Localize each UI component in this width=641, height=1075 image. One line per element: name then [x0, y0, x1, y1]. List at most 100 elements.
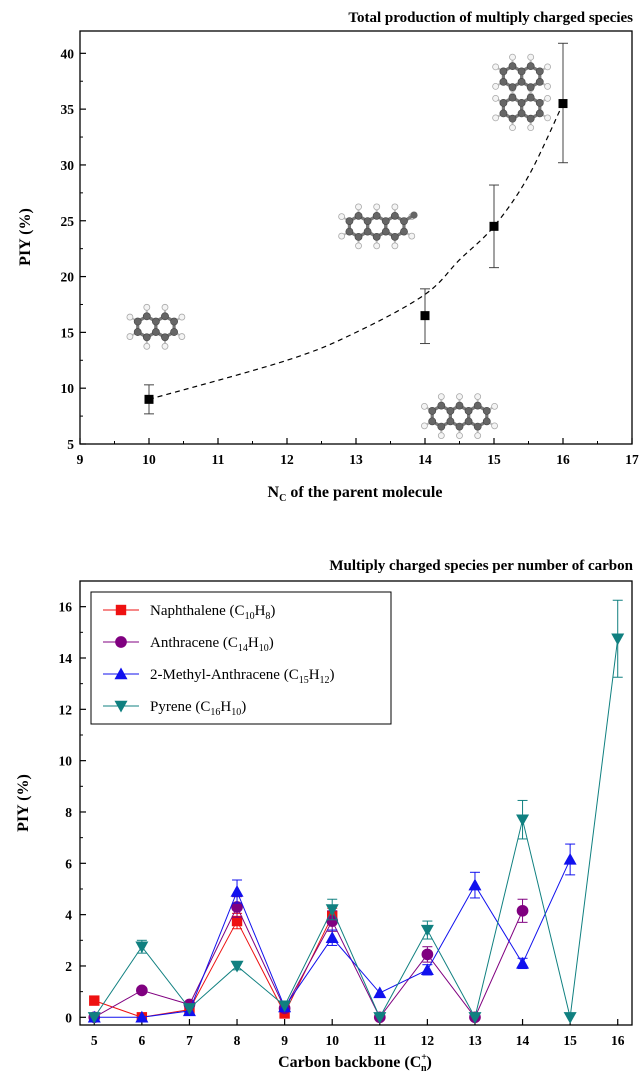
top-data-point [558, 42, 568, 164]
hydrogen-atom [408, 232, 416, 240]
triangle-down-marker [230, 960, 244, 973]
carbon-atom [354, 211, 363, 220]
carbon-atom [508, 83, 517, 92]
bottom-x-tick-label: 7 [186, 1033, 193, 1048]
carbon-atom [535, 109, 544, 118]
bottom-x-tick-label: 13 [468, 1033, 482, 1048]
hydrogen-atom [527, 53, 535, 61]
top-x-tick-label: 14 [418, 452, 432, 467]
carbon-atom [526, 62, 535, 71]
carbon-atom [535, 98, 544, 107]
bottom-y-axis-label: PIY (%) [15, 774, 32, 832]
bottom-y-tick-label: 8 [65, 805, 72, 820]
hydrogen-atom [474, 393, 482, 400]
top-data-point [489, 184, 499, 269]
carbon-atom [390, 211, 399, 220]
circle-marker [115, 636, 127, 648]
carbon-atom [508, 114, 517, 123]
hydrogen-atom [143, 303, 151, 311]
hydrogen-atom [544, 82, 551, 90]
bottom-y-tick-label: 6 [65, 856, 72, 871]
molecule-pyrene [492, 53, 551, 132]
legend-box [90, 591, 392, 725]
carbon-atom [499, 77, 508, 86]
series-2 [87, 843, 577, 1023]
triangle-up-marker [230, 885, 244, 897]
hydrogen-atom [509, 124, 516, 132]
hydrogen-atom [544, 114, 551, 122]
carbon-atom [354, 232, 363, 241]
square-marker [231, 915, 243, 927]
triangle-down-marker [114, 700, 128, 713]
hydrogen-atom [456, 432, 463, 439]
carbon-atom [151, 328, 160, 336]
bottom-x-tick-label: 11 [373, 1033, 386, 1048]
bottom-y-tick-label: 4 [65, 908, 72, 923]
carbon-atom [499, 109, 508, 118]
carbon-atom [499, 67, 508, 76]
top-fit-curve [148, 103, 564, 400]
series-3 [87, 599, 625, 1024]
triangle-down-marker [468, 1012, 482, 1024]
hydrogen-atom [355, 203, 362, 211]
carbon-atom [363, 227, 372, 236]
circle-marker [421, 948, 434, 961]
bottom-chart-title: Multiply charged species per number of c… [329, 558, 633, 574]
square-marker [89, 995, 100, 1006]
series-line [94, 915, 333, 1018]
hydrogen-atom [126, 333, 134, 340]
bottom-y-tick-label: 10 [59, 754, 73, 769]
top-x-tick-label: 13 [349, 452, 363, 467]
hydrogen-atom [509, 53, 516, 61]
top-y-tick-label: 35 [61, 102, 75, 117]
top-y-tick-label: 40 [61, 46, 75, 61]
carbon-atom [517, 109, 526, 118]
triangle-down-marker [87, 1012, 101, 1024]
hydrogen-atom [161, 303, 169, 311]
legend-entry: Naphthalene (C10H8) [103, 603, 275, 622]
carbon-atom [455, 422, 464, 431]
bottom-x-tick-label: 10 [325, 1033, 339, 1048]
carbon-atom [372, 232, 381, 241]
molecule-anthracene [421, 393, 498, 439]
triangle-down-marker [135, 941, 149, 954]
hydrogen-atom [437, 432, 445, 439]
bottom-y-tick-label: 12 [59, 702, 73, 717]
top-x-tick-label: 11 [212, 452, 225, 467]
bottom-x-tick-label: 14 [516, 1033, 530, 1048]
legend-label: Pyrene (C16H10) [150, 699, 246, 718]
bottom-x-tick-label: 8 [234, 1033, 241, 1048]
hydrogen-atom [456, 393, 463, 400]
hydrogen-atom [355, 242, 362, 250]
circle-marker [326, 915, 339, 927]
hydrogen-atom [178, 313, 186, 321]
hydrogen-atom [391, 203, 399, 211]
square-marker [420, 311, 430, 321]
carbon-atom [473, 401, 482, 410]
carbon-atom [446, 417, 455, 426]
top-data-point [144, 384, 154, 415]
legend-label: Anthracene (C14H10) [150, 635, 274, 654]
triangle-up-marker [325, 931, 339, 943]
triangle-up-marker [516, 956, 530, 969]
carbon-atom [345, 227, 354, 236]
top-x-tick-label: 15 [487, 452, 501, 467]
carbon-atom [161, 312, 169, 321]
triangle-down-marker [611, 633, 625, 646]
top-x-tick-label: 17 [625, 452, 639, 467]
hydrogen-atom [143, 342, 151, 350]
hydrogen-atom [338, 213, 346, 220]
hydrogen-atom [544, 63, 551, 71]
carbon-atom [517, 77, 526, 86]
series-line [93, 638, 619, 1019]
hydrogen-atom [373, 203, 381, 211]
molecule-2-methyl-anthracene [338, 203, 418, 250]
bottom-x-tick-label: 6 [138, 1033, 145, 1048]
carbon-atom [517, 98, 526, 107]
carbon-atom [464, 417, 473, 426]
top-x-tick-label: 16 [556, 452, 570, 467]
top-data-point [420, 288, 430, 345]
square-marker [489, 221, 499, 231]
bottom-x-tick-label: 16 [611, 1033, 625, 1048]
carbon-atom [151, 317, 160, 326]
